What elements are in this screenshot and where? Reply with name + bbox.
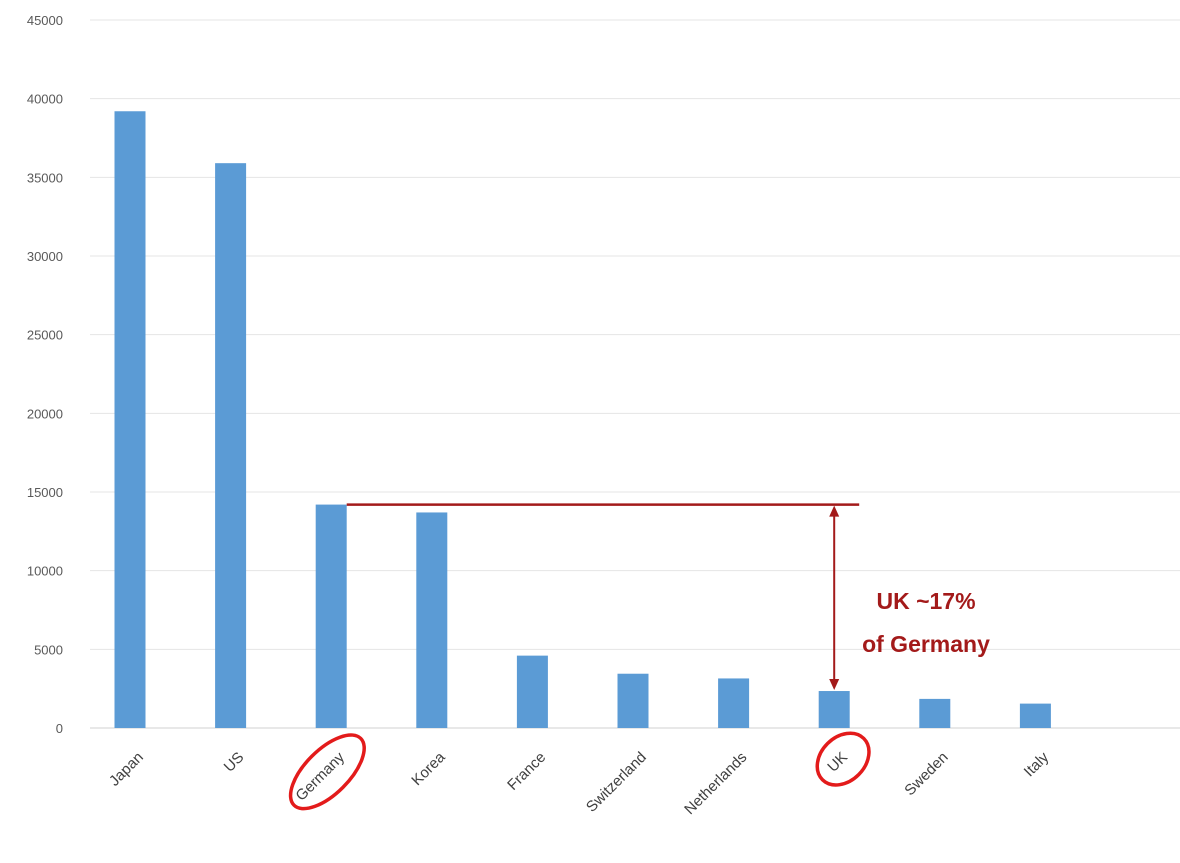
- highlight-ellipse: [288, 733, 366, 811]
- y-tick-label: 15000: [27, 485, 63, 500]
- y-tick-label: 10000: [27, 564, 63, 579]
- bar: [215, 163, 247, 728]
- bar: [818, 691, 850, 728]
- y-tick-label: 45000: [27, 13, 63, 28]
- annotation-line-1: UK ~17%: [876, 588, 975, 614]
- bar: [617, 673, 649, 728]
- x-axis-category-labels: Japan US Germany Korea France Switzerland Neth…: [106, 748, 1053, 818]
- annotation-line-2: of Germany: [862, 631, 990, 657]
- x-category-label: US: [221, 749, 248, 776]
- comparison-annotation: UK ~17% of Germany: [346, 503, 990, 691]
- x-category-label: Switzerland: [583, 749, 650, 816]
- x-category-label: UK: [824, 749, 851, 776]
- x-category-label: Korea: [408, 748, 449, 789]
- bars: [114, 111, 1051, 728]
- bar: [1019, 703, 1051, 728]
- bar: [919, 698, 951, 728]
- gridlines: [90, 19, 1180, 729]
- y-tick-label: 0: [56, 721, 63, 736]
- bar: [718, 678, 750, 728]
- bar: [315, 504, 347, 728]
- y-tick-label: 35000: [27, 170, 63, 185]
- y-axis-tick-labels: 0 5000 10000 15000 20000 25000 30000 35000 40000…: [27, 13, 63, 736]
- bar: [516, 655, 548, 728]
- arrow-head-up: [829, 505, 840, 517]
- highlight-ellipse: [815, 731, 871, 787]
- x-category-label: France: [504, 749, 549, 794]
- y-tick-label: 5000: [34, 642, 63, 657]
- x-category-label: Germany: [292, 748, 348, 804]
- bar: [114, 111, 146, 728]
- y-tick-label: 40000: [27, 92, 63, 107]
- x-category-label: Netherlands: [681, 749, 750, 818]
- y-tick-label: 30000: [27, 249, 63, 264]
- x-category-label: Japan: [106, 749, 147, 790]
- y-tick-label: 25000: [27, 328, 63, 343]
- y-tick-label: 20000: [27, 406, 63, 421]
- x-category-label: Sweden: [901, 749, 951, 799]
- bar: [416, 512, 448, 728]
- highlight-ellipses: [288, 731, 871, 811]
- x-category-label: Italy: [1021, 748, 1053, 780]
- arrow-head-down: [829, 679, 840, 691]
